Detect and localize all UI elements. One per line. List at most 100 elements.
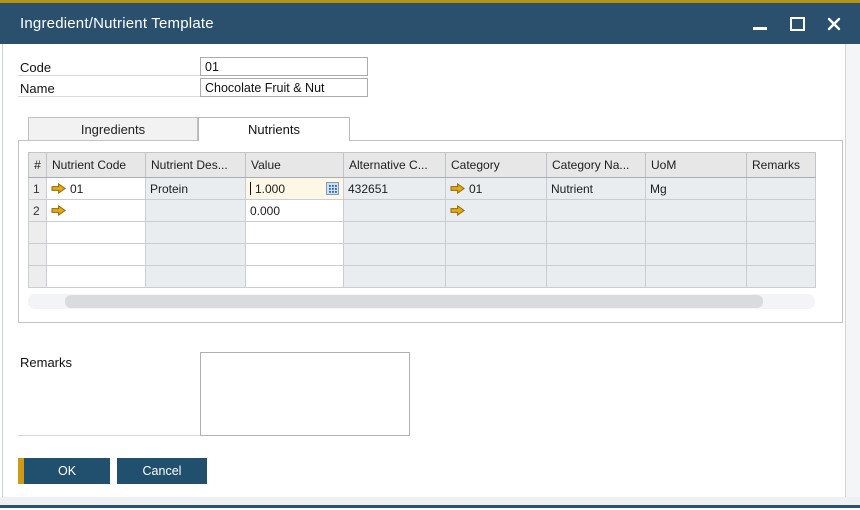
table-cell-nutrient_code[interactable] bbox=[46, 265, 146, 288]
cell-text: Nutrient bbox=[551, 181, 594, 196]
table-cell-alternative[interactable]: 432651 bbox=[343, 177, 446, 200]
column-header[interactable]: Category bbox=[445, 152, 547, 178]
minimize-button[interactable] bbox=[750, 13, 770, 35]
table-cell-value[interactable]: 0.000 bbox=[245, 199, 344, 222]
table-cell-category[interactable] bbox=[445, 199, 547, 222]
window-titlebar: Ingredient/Nutrient Template bbox=[0, 3, 860, 44]
table-cell-value[interactable]: 1.000 bbox=[245, 177, 344, 200]
window-controls bbox=[750, 3, 844, 44]
window-left-border bbox=[2, 44, 3, 497]
code-input[interactable] bbox=[200, 57, 368, 76]
table-cell-category_name[interactable]: Nutrient bbox=[546, 177, 646, 200]
table-cell-category_name[interactable] bbox=[546, 265, 646, 288]
table-cell-category[interactable] bbox=[445, 265, 547, 288]
table-cell-num[interactable]: 1 bbox=[28, 177, 47, 200]
table-cell-nutrient_code[interactable]: 01 bbox=[46, 177, 146, 200]
table-row bbox=[28, 243, 816, 266]
column-header[interactable]: Value bbox=[245, 152, 344, 178]
table-cell-alternative[interactable] bbox=[343, 243, 446, 266]
table-cell-num[interactable] bbox=[28, 265, 47, 288]
remarks-label: Remarks bbox=[20, 355, 73, 370]
table-cell-alternative[interactable] bbox=[343, 221, 446, 244]
horizontal-scrollbar[interactable] bbox=[28, 294, 815, 309]
table-cell-nutrient_desc[interactable]: Protein bbox=[145, 177, 246, 200]
column-header[interactable]: Remarks bbox=[746, 152, 816, 178]
maximize-button[interactable] bbox=[787, 13, 807, 35]
value-expand-icon[interactable] bbox=[326, 182, 339, 195]
column-header[interactable]: # bbox=[28, 152, 47, 178]
text-cursor bbox=[250, 182, 251, 195]
cell-text: 0.000 bbox=[250, 203, 281, 218]
code-underline bbox=[18, 75, 200, 76]
nutrients-grid: # Nutrient Code Nutrient Des... Value Altern… bbox=[28, 152, 816, 288]
column-header[interactable]: Nutrient Code bbox=[46, 152, 146, 178]
table-cell-category_name[interactable] bbox=[546, 221, 646, 244]
table-cell-num[interactable] bbox=[28, 243, 47, 266]
table-cell-value[interactable] bbox=[245, 265, 344, 288]
table-cell-num[interactable] bbox=[28, 221, 47, 244]
column-header[interactable]: Category Na... bbox=[546, 152, 646, 178]
column-header[interactable]: Nutrient Des... bbox=[145, 152, 246, 178]
table-cell-uom[interactable] bbox=[645, 265, 747, 288]
window-right-margin bbox=[846, 44, 860, 497]
column-header[interactable]: UoM bbox=[645, 152, 747, 178]
remarks-textarea[interactable] bbox=[200, 352, 410, 436]
table-cell-category[interactable]: 01 bbox=[445, 177, 547, 200]
table-cell-nutrient_desc[interactable] bbox=[145, 221, 246, 244]
table-cell-value[interactable] bbox=[245, 221, 344, 244]
table-cell-category_name[interactable] bbox=[546, 199, 646, 222]
table-cell-nutrient_code[interactable] bbox=[46, 221, 146, 244]
ok-button[interactable]: OK bbox=[18, 458, 110, 484]
tab-ingredients[interactable]: Ingredients bbox=[28, 117, 198, 140]
window-bottom-border bbox=[0, 505, 860, 508]
cell-text: 01 bbox=[70, 181, 84, 196]
table-cell-nutrient_desc[interactable] bbox=[145, 243, 246, 266]
close-icon bbox=[827, 17, 841, 30]
table-row: 2 0.000 bbox=[28, 199, 816, 222]
name-label: Name bbox=[20, 81, 55, 96]
table-row bbox=[28, 265, 816, 288]
table-row: 1 01 Protein 1.000 432651 01 Nutrient Mg bbox=[28, 177, 816, 200]
table-cell-remarks[interactable] bbox=[746, 177, 816, 200]
tab-ingredients-label: Ingredients bbox=[80, 121, 146, 137]
cell-text: 01 bbox=[469, 181, 483, 196]
table-cell-uom[interactable] bbox=[645, 221, 747, 244]
table-row bbox=[28, 221, 816, 244]
table-cell-remarks[interactable] bbox=[746, 243, 816, 266]
cell-text: Mg bbox=[650, 181, 667, 196]
window-top-accent bbox=[0, 0, 860, 3]
window-footer-strip bbox=[0, 497, 860, 505]
window-title: Ingredient/Nutrient Template bbox=[20, 15, 214, 32]
table-cell-remarks[interactable] bbox=[746, 265, 816, 288]
link-arrow-icon[interactable] bbox=[51, 183, 66, 194]
tab-nutrients[interactable]: Nutrients bbox=[198, 117, 350, 141]
link-arrow-icon[interactable] bbox=[51, 205, 66, 216]
column-header[interactable]: Alternative C... bbox=[343, 152, 446, 178]
table-cell-num[interactable]: 2 bbox=[28, 199, 47, 222]
table-cell-remarks[interactable] bbox=[746, 199, 816, 222]
table-cell-nutrient_desc[interactable] bbox=[145, 199, 246, 222]
name-input[interactable] bbox=[200, 78, 368, 97]
table-cell-alternative[interactable] bbox=[343, 265, 446, 288]
table-cell-uom[interactable] bbox=[645, 199, 747, 222]
table-cell-category_name[interactable] bbox=[546, 243, 646, 266]
table-cell-remarks[interactable] bbox=[746, 221, 816, 244]
table-cell-alternative[interactable] bbox=[343, 199, 446, 222]
window-right-border bbox=[845, 44, 846, 497]
cell-text: 1.000 bbox=[255, 181, 286, 196]
table-cell-category[interactable] bbox=[445, 221, 547, 244]
table-cell-nutrient_code[interactable] bbox=[46, 199, 146, 222]
table-cell-uom[interactable]: Mg bbox=[645, 177, 747, 200]
table-cell-nutrient_code[interactable] bbox=[46, 243, 146, 266]
cancel-button[interactable]: Cancel bbox=[117, 458, 207, 484]
table-cell-category[interactable] bbox=[445, 243, 547, 266]
table-cell-value[interactable] bbox=[245, 243, 344, 266]
scrollbar-thumb[interactable] bbox=[65, 295, 763, 308]
table-cell-nutrient_desc[interactable] bbox=[145, 265, 246, 288]
cell-text: 432651 bbox=[348, 181, 389, 196]
close-button[interactable] bbox=[824, 13, 844, 35]
link-arrow-icon[interactable] bbox=[450, 183, 465, 194]
table-cell-uom[interactable] bbox=[645, 243, 747, 266]
name-underline bbox=[18, 96, 200, 97]
link-arrow-icon[interactable] bbox=[450, 205, 465, 216]
